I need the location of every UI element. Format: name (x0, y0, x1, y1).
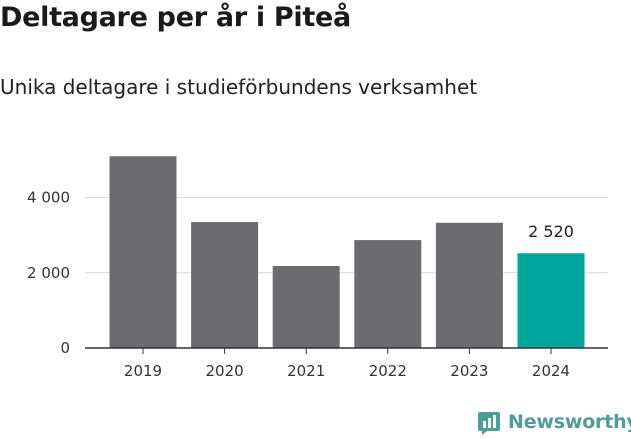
labels: 0 2 000 4 000 2019 2020 2021 2022 2023 2024 2 520 (27, 189, 574, 380)
x-tick-label: 2020 (206, 362, 244, 380)
x-tick-label: 2023 (450, 362, 488, 380)
bar-2019 (109, 156, 177, 348)
bar-2023 (435, 222, 503, 348)
bar-2022 (354, 240, 422, 348)
chart-title: Deltagare per år i Piteå (0, 2, 351, 33)
chart-subtitle: Unika deltagare i studieförbundens verks… (0, 75, 478, 99)
bar-2020 (191, 222, 259, 348)
bar-2021 (272, 266, 340, 348)
y-tick-label: 4 000 (27, 189, 70, 207)
data-label: 2 520 (528, 222, 574, 241)
y-tick-label: 0 (60, 339, 70, 357)
y-tick-label: 2 000 (27, 264, 70, 282)
x-tick-label: 2021 (287, 362, 325, 380)
bars (109, 156, 585, 348)
axes (85, 347, 608, 354)
newsworthy-logo-icon (478, 412, 500, 435)
x-tick-label: 2024 (532, 362, 570, 380)
x-tick-label: 2022 (369, 362, 407, 380)
newsworthy-logo: Newsworthy (476, 408, 631, 436)
bar-2024 (517, 253, 585, 348)
x-tick-label: 2019 (124, 362, 162, 380)
brand-name: Newsworthy (508, 411, 631, 433)
